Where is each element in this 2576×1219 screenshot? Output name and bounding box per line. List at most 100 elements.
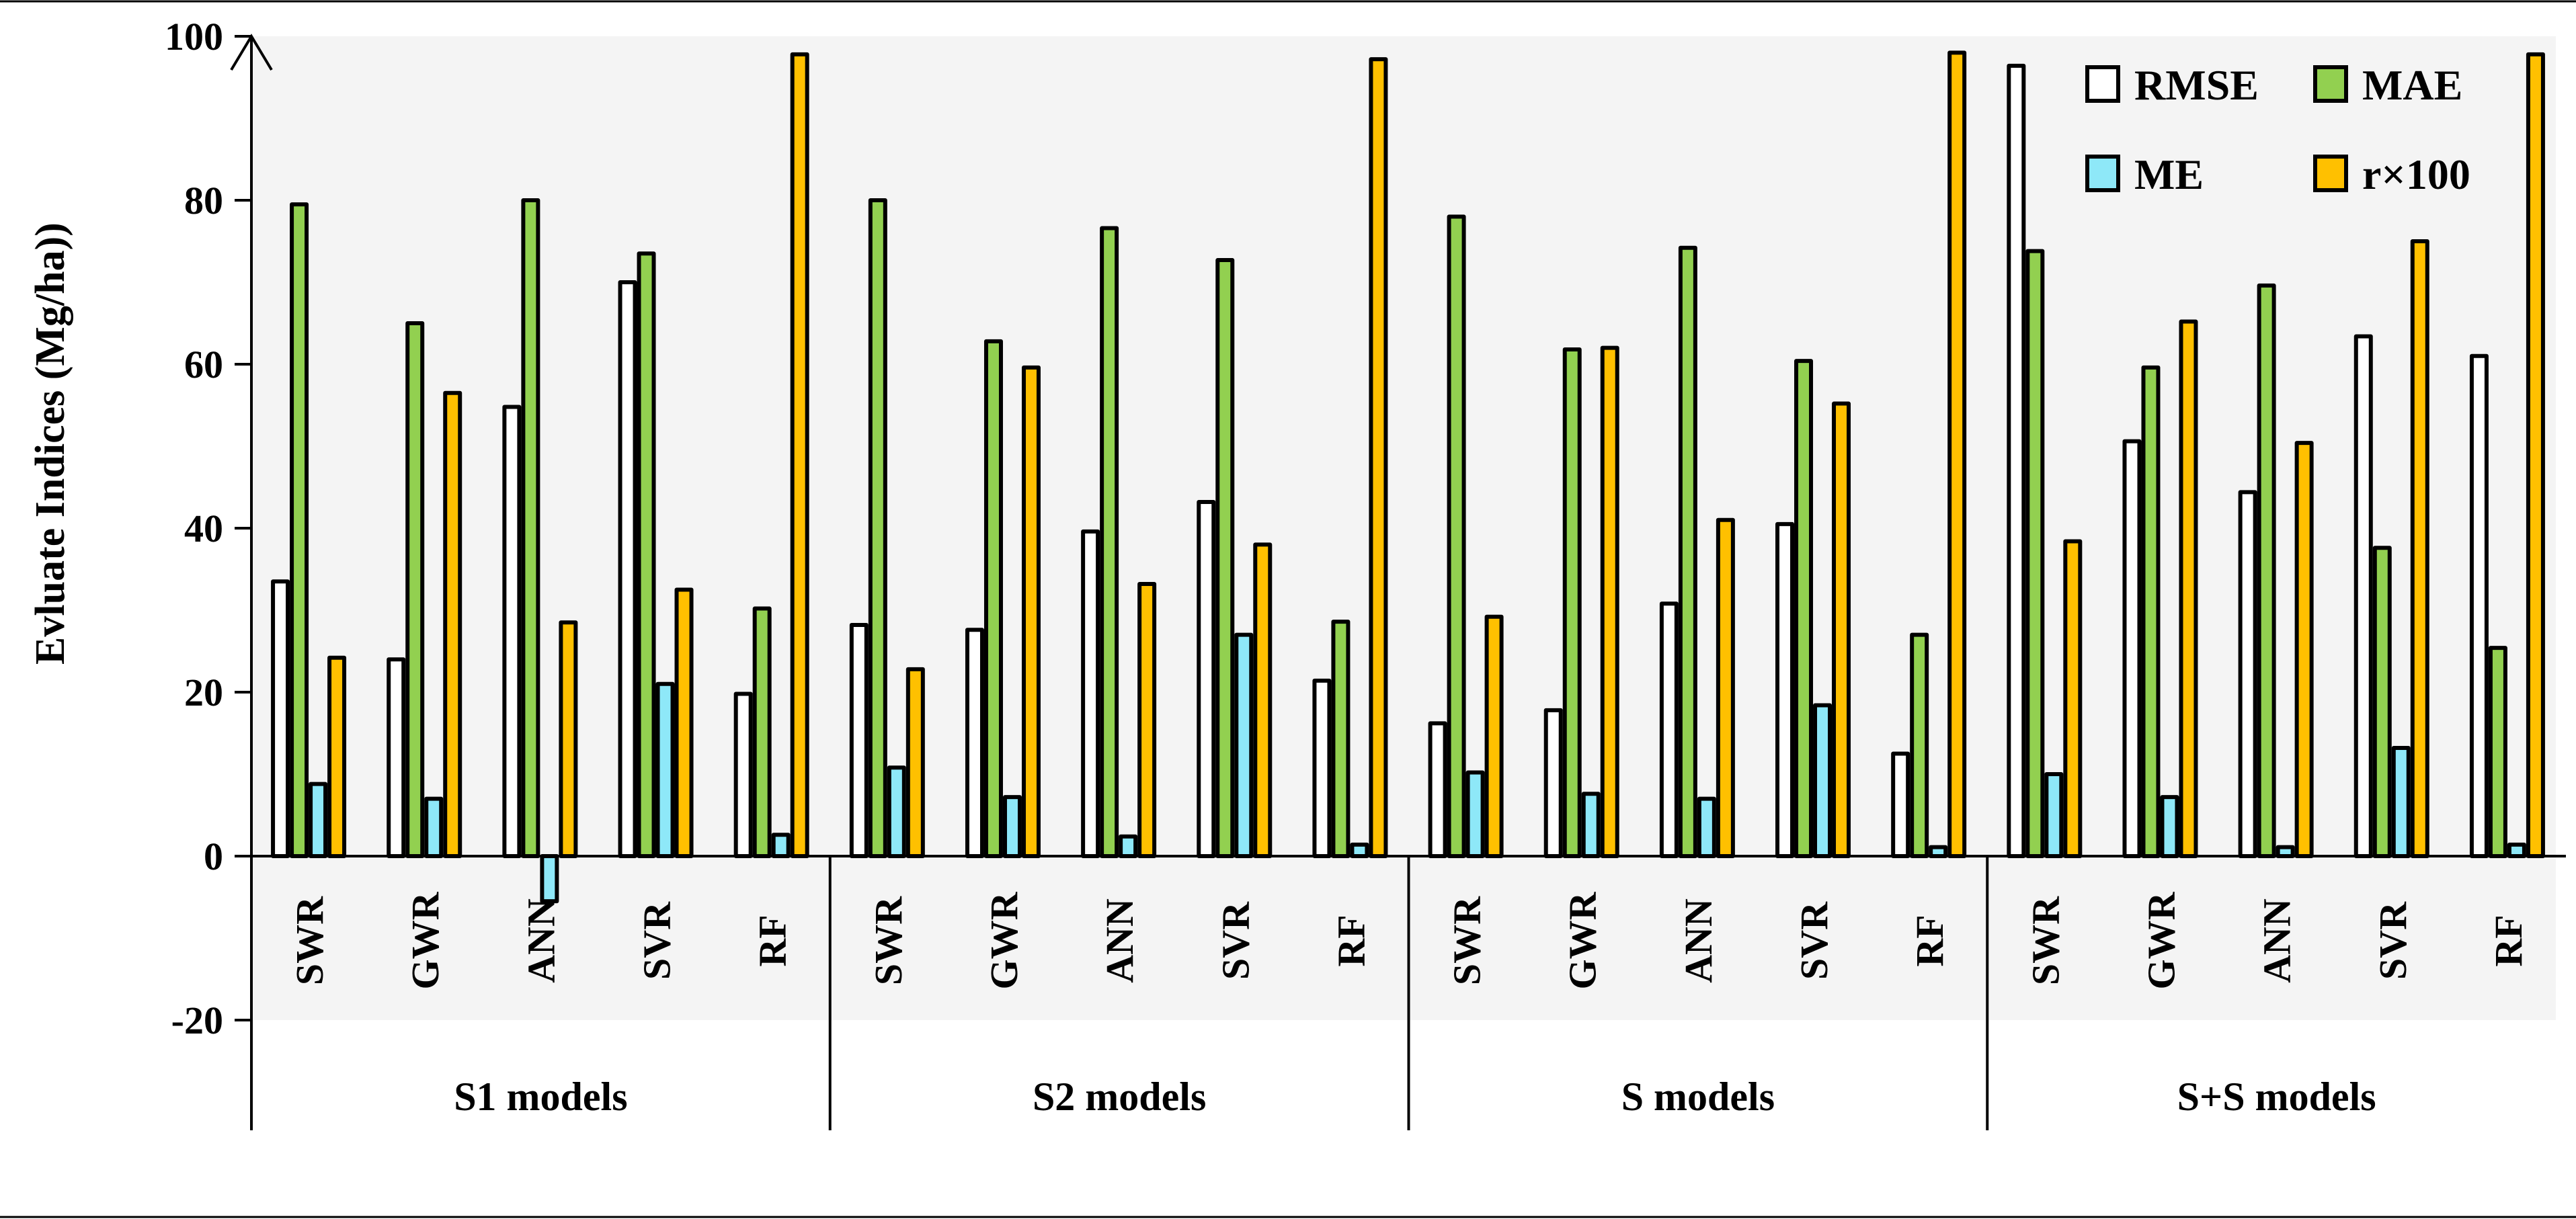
bar-me [1465, 770, 1485, 859]
legend-swatch [2313, 65, 2348, 103]
bar-mae [405, 321, 425, 858]
y-tick-label: 0 [204, 835, 223, 878]
x-category-label: SVR [1792, 901, 1836, 980]
bar-me [1581, 792, 1601, 859]
bar-rmse [1081, 529, 1100, 858]
bar-me [309, 782, 328, 859]
bar-me [1119, 834, 1138, 858]
y-axis-label: Evluate Indices (Mg/ha)) [28, 222, 73, 665]
bar-me [2391, 745, 2411, 858]
bar-mae [752, 606, 772, 858]
x-category-label: ANN [1098, 898, 1141, 983]
bar-r100 [327, 655, 347, 858]
x-category-label: SWR [288, 896, 331, 985]
x-category-label: ANN [519, 898, 563, 983]
bar-r100 [559, 620, 578, 858]
x-category-label: GWR [2139, 891, 2183, 989]
bar-rmse [1428, 721, 1447, 858]
bar-mae [868, 198, 887, 858]
bar-r100 [1369, 57, 1388, 858]
bar-me [887, 765, 906, 858]
bar-me [2276, 845, 2295, 858]
bar-rmse [965, 628, 984, 859]
bar-r100 [674, 587, 694, 858]
y-tick-label: 60 [184, 343, 223, 386]
bar-mae [637, 251, 656, 858]
group-label: S models [1621, 1075, 1775, 1119]
bar-r100 [2410, 239, 2429, 858]
bar-mae [1910, 632, 1929, 858]
bar-me [1697, 796, 1716, 858]
bar-rmse [271, 579, 290, 858]
bar-rmse [618, 280, 637, 858]
bar-rmse [2007, 63, 2026, 858]
bar-mae [1100, 226, 1119, 859]
bar-r100 [2063, 539, 2083, 859]
y-tick-label: -20 [171, 999, 223, 1042]
bar-mae [2488, 646, 2507, 858]
y-tick-label: 100 [165, 15, 223, 58]
x-category-label: GWR [982, 891, 1026, 989]
bar-me [1350, 842, 1369, 859]
bar-mae [1215, 258, 1235, 858]
bar-mae [2372, 546, 2392, 859]
bar-mae [2025, 249, 2045, 858]
bar-r100 [443, 390, 462, 858]
bar-r100 [1716, 517, 1735, 858]
bar-rmse [733, 691, 753, 858]
legend-label: r×100 [2362, 151, 2470, 198]
legend: RMSE MAE ME r×100 [2085, 61, 2470, 198]
bar-r100 [1832, 401, 1851, 858]
x-category-label: SVR [635, 901, 679, 980]
bar-mae [1794, 359, 1814, 858]
bar-me [540, 854, 559, 904]
bar-rmse [1659, 601, 1679, 858]
bar-mae [2257, 283, 2276, 858]
bar-me [1234, 632, 1254, 858]
x-category-label: SVR [1213, 901, 1257, 980]
bar-r100 [1600, 345, 1619, 858]
x-category-label: ANN [2255, 898, 2299, 983]
bar-rmse [387, 657, 406, 858]
bar-r100 [2294, 441, 2314, 858]
bar-mae [1562, 347, 1582, 858]
x-category-label: RF [751, 915, 795, 966]
x-category-label: RF [2487, 915, 2530, 966]
x-category-label: GWR [1561, 891, 1605, 989]
legend-label: RMSE [2134, 61, 2259, 109]
bar-r100 [905, 667, 925, 859]
x-category-label: RF [1908, 915, 1951, 966]
bar-rmse [502, 405, 522, 858]
plot-background [251, 36, 2556, 1020]
bar-r100 [1484, 614, 1504, 858]
x-category-label: SVR [2371, 901, 2415, 980]
bar-rmse [849, 622, 869, 859]
legend-swatch [2085, 155, 2120, 192]
bar-r100 [2179, 319, 2198, 858]
bar-r100 [1137, 581, 1157, 859]
group-label: S1 models [454, 1075, 627, 1119]
bar-me [424, 796, 444, 858]
y-tick-label: 40 [184, 507, 223, 550]
bar-rmse [1543, 708, 1563, 858]
bar-r100 [2526, 52, 2545, 859]
bar-rmse [1891, 751, 1910, 858]
y-tick-label: 80 [184, 179, 223, 222]
bar-me [655, 681, 675, 858]
x-category-label: SWR [1445, 896, 1489, 985]
bar-rmse [1197, 499, 1216, 858]
bar-me [771, 833, 791, 859]
bar-mae [521, 198, 540, 858]
x-category-label: SWR [867, 896, 910, 985]
x-category-label: GWR [403, 891, 447, 989]
bar-me [1929, 845, 1948, 858]
bar-rmse [2238, 490, 2257, 858]
bar-me [2160, 795, 2179, 859]
bar-me [1813, 703, 1833, 859]
bar-rmse [2353, 334, 2373, 858]
x-category-label: RF [1329, 915, 1373, 966]
x-category-label: ANN [1677, 898, 1720, 983]
legend-label: ME [2134, 151, 2204, 198]
group-label: S2 models [1033, 1075, 1206, 1119]
